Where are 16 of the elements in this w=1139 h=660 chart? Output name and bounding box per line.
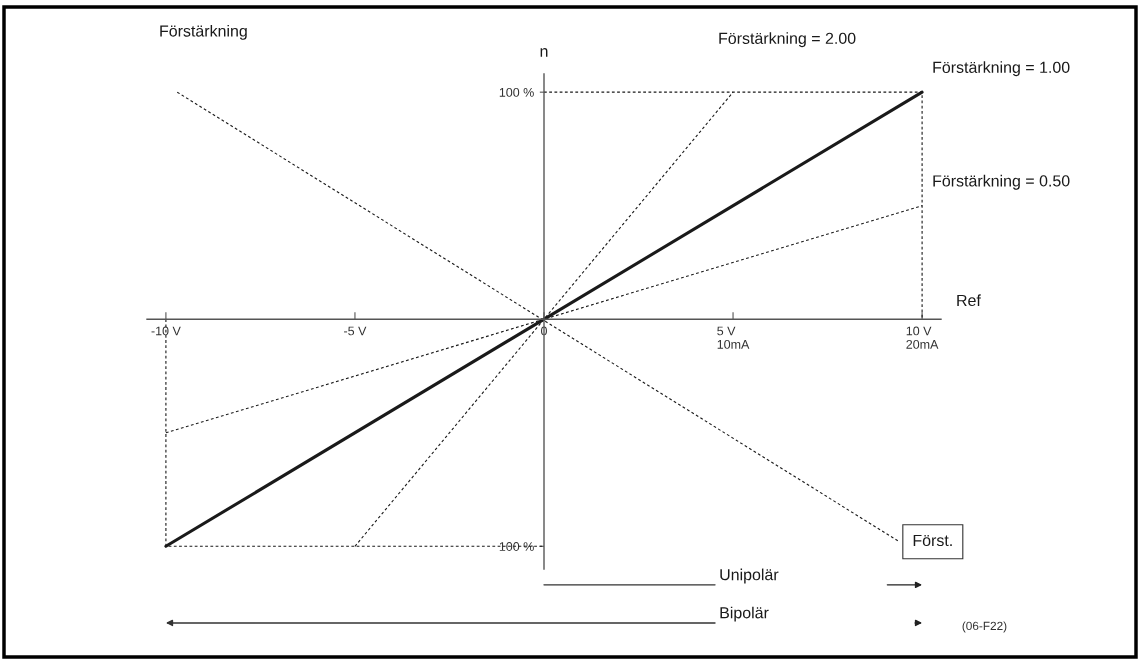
text: Förstärkning = 2.00 — [719, 32, 856, 48]
text: (06-F22) — [962, 621, 1007, 633]
x-axis-title: Ref — [957, 294, 981, 307]
series-label: Förstärkning = 1.00 — [933, 61, 1070, 77]
y-axis-title: n — [540, 48, 548, 57]
y-tick-label: 100 % — [499, 542, 534, 551]
chart-title: Förstärkning — [160, 24, 247, 40]
annotation: Unipolär — [720, 568, 779, 584]
text: Bipolär — [720, 606, 769, 622]
series-label: Först. — [913, 534, 952, 547]
x-tick-label: 5 V 10mA — [717, 326, 750, 349]
y-tick-label: 100 % — [499, 87, 534, 97]
series-label: Förstärkning = 0.50 — [933, 174, 1070, 190]
x-tick-label: -5 V — [344, 326, 367, 336]
x-tick-label: -10 V — [151, 326, 181, 336]
x-tick-label: 10 V 20mA — [906, 326, 939, 349]
